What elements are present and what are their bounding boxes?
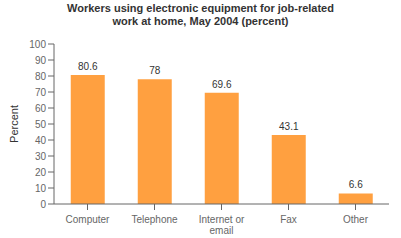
html-text:work at home, May 2004 (percen: work at home, May 2004 (percent) xyxy=(112,15,289,27)
svg-text:90: 90 xyxy=(35,55,47,66)
svg-text:30: 30 xyxy=(35,151,47,162)
svg-text:0: 0 xyxy=(40,199,46,210)
html-text:Workers using electronic equip: Workers using electronic equipment for j… xyxy=(67,2,334,14)
svg-text:50: 50 xyxy=(35,119,47,130)
svg-text:60: 60 xyxy=(35,103,47,114)
svg-text:78: 78 xyxy=(149,65,161,76)
svg-text:6.6: 6.6 xyxy=(349,179,363,190)
svg-text:70: 70 xyxy=(35,87,47,98)
svg-text:69.6: 69.6 xyxy=(212,79,232,90)
svg-text:Computer: Computer xyxy=(66,214,111,225)
svg-text:80: 80 xyxy=(35,71,47,82)
svg-text:40: 40 xyxy=(35,135,47,146)
svg-text:Other: Other xyxy=(343,214,369,225)
svg-text:Fax: Fax xyxy=(280,214,297,225)
svg-text:20: 20 xyxy=(35,167,47,178)
svg-text:Telephone: Telephone xyxy=(131,214,178,225)
svg-text:43.1: 43.1 xyxy=(279,121,299,132)
svg-text:100: 100 xyxy=(29,39,46,50)
svg-text:10: 10 xyxy=(35,183,47,194)
svg-text:Internet oremail: Internet oremail xyxy=(199,214,245,236)
svg-text:80.6: 80.6 xyxy=(78,61,98,72)
svg-text:Percent: Percent xyxy=(8,105,20,143)
